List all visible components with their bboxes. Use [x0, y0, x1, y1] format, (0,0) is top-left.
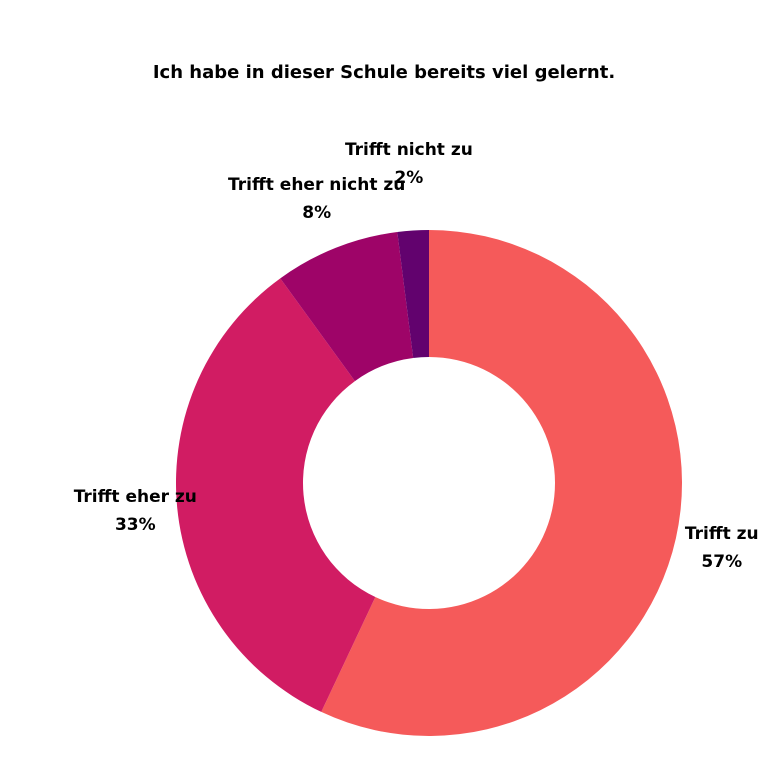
slice-category: Trifft zu — [684, 524, 759, 545]
slice-trifft-eher-nicht-zu — [280, 231, 414, 382]
slice-category: Trifft eher nicht zu — [228, 175, 406, 196]
slice-value: 57% — [701, 552, 743, 573]
chart-title: Ich habe in dieser Schule bereits viel g… — [152, 62, 616, 83]
slice-label-trifft-eher-zu: Trifft eher zu 33% — [74, 483, 197, 539]
slice-category: Trifft eher zu — [73, 486, 197, 507]
slice-category: Trifft nicht zu — [344, 139, 473, 160]
slice-trifft-zu — [321, 230, 682, 736]
slice-value: 8% — [302, 203, 332, 224]
slice-label-trifft-zu: Trifft zu 57% — [685, 520, 759, 576]
slice-trifft-nicht-zu — [397, 230, 429, 358]
slice-trifft-eher-zu — [176, 278, 376, 712]
slice-label-trifft-nicht-zu: Trifft nicht zu 2% — [345, 136, 473, 192]
slice-label-trifft-eher-nicht-zu: Trifft eher nicht zu 8% — [228, 171, 405, 227]
slice-value: 2% — [394, 167, 424, 188]
slice-value: 33% — [114, 514, 156, 535]
